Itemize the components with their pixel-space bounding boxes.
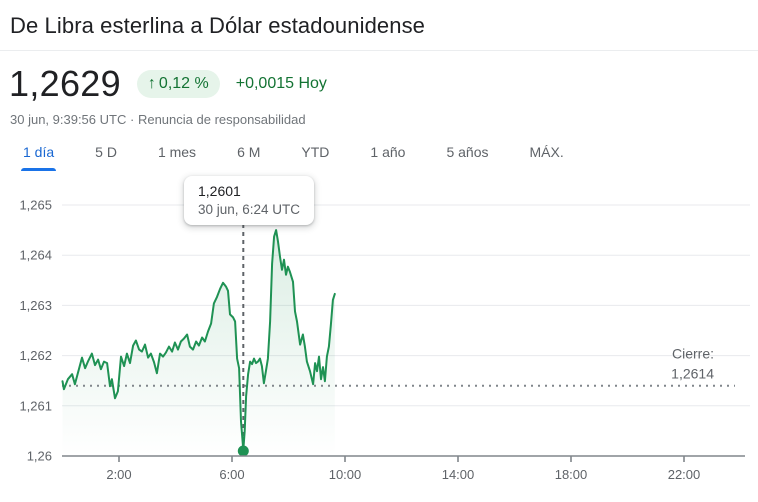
y-axis-label: 1,265 — [19, 198, 52, 213]
change-absolute: +0,0015 Hoy — [236, 75, 327, 93]
tooltip-price: 1,2601 — [198, 183, 241, 199]
up-arrow-icon: ↑ — [147, 75, 156, 92]
y-axis-label: 1,263 — [19, 298, 52, 313]
current-price: 1,2629 — [9, 63, 121, 104]
tooltip-time: 30 jun, 6:24 UTC — [198, 202, 301, 217]
tab-1-dia[interactable]: 1 día — [13, 139, 64, 171]
change-period-label: Hoy — [298, 75, 327, 92]
x-axis-label: 18:00 — [555, 467, 588, 482]
tab-1-mes[interactable]: 1 mes — [148, 139, 206, 171]
x-axis-label: 6:00 — [219, 467, 244, 482]
tab-6-m[interactable]: 6 M — [227, 139, 270, 171]
x-axis — [62, 455, 745, 462]
quote-timestamp: 30 jun, 9:39:56 UTC — [10, 112, 127, 127]
header-divider — [0, 50, 758, 51]
disclaimer-link[interactable]: Renuncia de responsabilidad — [137, 112, 306, 127]
x-axis-label: 22:00 — [668, 467, 701, 482]
tab-1-ano[interactable]: 1 año — [360, 139, 415, 171]
tab-max[interactable]: MÁX. — [520, 139, 574, 171]
chart-tooltip: 1,2601 30 jun, 6:24 UTC — [184, 176, 315, 225]
change-percent-value: 0,12 % — [158, 75, 209, 92]
x-axis-label: 2:00 — [106, 467, 131, 482]
y-axis-label: 1,264 — [19, 248, 52, 263]
price-chart-svg[interactable]: Cierre:1,2614 1,2651,2641,2631,2621,2611… — [0, 162, 758, 502]
cursor-marker-dot — [237, 445, 249, 457]
series-area-fill — [62, 230, 335, 456]
tab-5-anos[interactable]: 5 años — [436, 139, 498, 171]
x-axis-label: 14:00 — [442, 467, 475, 482]
quote-meta: 30 jun, 9:39:56 UTC · Renuncia de respon… — [0, 105, 758, 127]
tab-ytd[interactable]: YTD — [291, 139, 339, 171]
quote-row: 1,2629 ↑ 0,12 % +0,0015 Hoy — [0, 51, 758, 105]
chart-area[interactable]: Cierre: 1,2614 1,265 1,264 1,263 1,262 1,261 1… — [0, 162, 758, 502]
series-line — [61, 229, 336, 457]
meta-separator: · — [129, 112, 135, 127]
change-percent-badge: ↑ 0,12 % — [136, 70, 220, 98]
x-axis-label: 10:00 — [329, 467, 362, 482]
page-title: De Libra esterlina a Dólar estadounidens… — [10, 13, 426, 38]
close-value: 1,2614 — [671, 366, 714, 382]
y-axis-label: 1,262 — [19, 348, 52, 363]
close-label: Cierre: — [672, 346, 714, 362]
price-line — [61, 229, 336, 451]
y-axis-label: 1,261 — [19, 398, 52, 413]
axis-labels: 1,265 1,264 1,263 1,262 1,261 1,26 2:00 6:00 10:… — [19, 198, 700, 483]
change-absolute-value: +0,0015 — [235, 75, 295, 92]
previous-close-line: Cierre: 1,2614 — [62, 346, 735, 387]
price-area-fill — [62, 230, 335, 456]
y-axis-label: 1,26 — [27, 449, 52, 464]
range-tabs: 1 día 5 D 1 mes 6 M YTD 1 año 5 años MÁX… — [0, 127, 758, 171]
tab-5-d[interactable]: 5 D — [85, 139, 127, 171]
